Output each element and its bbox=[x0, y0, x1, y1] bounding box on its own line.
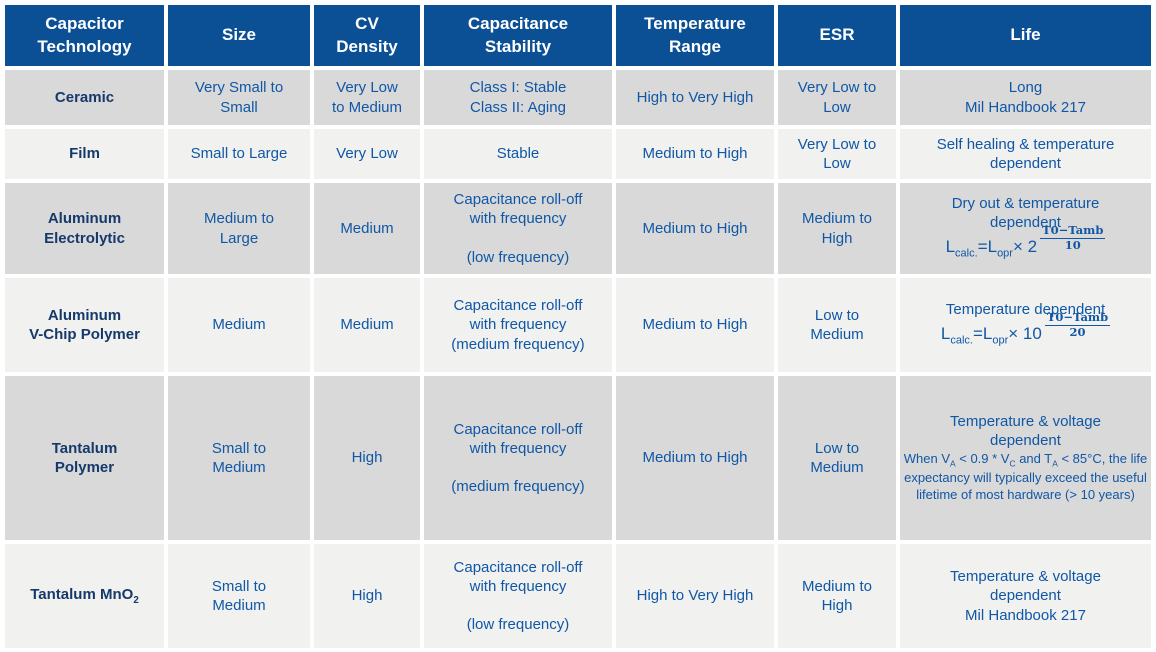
header-esr: ESR bbox=[778, 5, 896, 66]
esr-cell: Very Low to Low bbox=[778, 129, 896, 179]
cv-density-cell: Medium bbox=[314, 278, 420, 372]
temp-range-cell: Medium to High bbox=[616, 183, 774, 274]
size-cell: Small to Large bbox=[168, 129, 310, 179]
life-formula: Lcalc.=Lopr× 2 T0−Tamb 10 bbox=[945, 222, 1106, 260]
cv-density-cell: High bbox=[314, 544, 420, 648]
header-label: ESR bbox=[819, 25, 855, 45]
size-cell: Medium to Large bbox=[168, 183, 310, 274]
stability-cell: Capacitance roll-off with frequency (low… bbox=[424, 183, 612, 274]
stability-cell: Class I: Stable Class II: Aging bbox=[424, 70, 612, 125]
life-cell: Temperature dependent Lcalc.=Lopr× 10 T0−… bbox=[900, 278, 1151, 372]
tech-name: Aluminum V-Chip Polymer bbox=[29, 306, 140, 344]
header-temperature-range: Temperature Range bbox=[616, 5, 774, 66]
header-label: Life bbox=[1010, 25, 1041, 45]
cv-density-cell: High bbox=[314, 376, 420, 540]
header-label: Capacitor Technology bbox=[37, 14, 132, 56]
temp-range-cell: Medium to High bbox=[616, 376, 774, 540]
header-cv-density: CV Density bbox=[314, 5, 420, 66]
size-cell: Small to Medium bbox=[168, 376, 310, 540]
temp-range-cell: High to Very High bbox=[616, 544, 774, 648]
header-size: Size bbox=[168, 5, 310, 66]
temp-range-cell: High to Very High bbox=[616, 70, 774, 125]
tech-cell-ceramic: Ceramic bbox=[5, 70, 164, 125]
formula-exponent-fraction: T0−Tamb 20 bbox=[1044, 309, 1111, 339]
life-cell: Self healing & temperature dependent bbox=[900, 129, 1151, 179]
tech-name-subscript: 2 bbox=[133, 594, 139, 606]
header-label: Capacitance Stability bbox=[467, 14, 569, 56]
tech-name: Tantalum Polymer bbox=[51, 439, 118, 477]
life-formula: Lcalc.=Lopr× 10 T0−Tamb 20 bbox=[940, 309, 1111, 347]
tech-name: Ceramic bbox=[54, 88, 115, 106]
esr-cell: Low to Medium bbox=[778, 376, 896, 540]
tech-name: Tantalum MnO2 bbox=[30, 585, 139, 606]
stability-cell: Stable bbox=[424, 129, 612, 179]
temp-range-cell: Medium to High bbox=[616, 278, 774, 372]
esr-cell: Medium to High bbox=[778, 544, 896, 648]
header-label: CV Density bbox=[336, 14, 398, 56]
header-life: Life bbox=[900, 5, 1151, 66]
header-capacitance-stability: Capacitance Stability bbox=[424, 5, 612, 66]
life-cell: Dry out & temperature dependent Lcalc.=L… bbox=[900, 183, 1151, 274]
cv-density-cell: Medium bbox=[314, 183, 420, 274]
formula-exponent-fraction: T0−Tamb 10 bbox=[1040, 222, 1106, 252]
header-label: Temperature Range bbox=[644, 14, 746, 56]
header-label: Size bbox=[221, 25, 257, 45]
stability-cell: Capacitance roll-off with frequency (low… bbox=[424, 544, 612, 648]
tech-cell-aluminum-vchip-polymer: Aluminum V-Chip Polymer bbox=[5, 278, 164, 372]
tech-name: Aluminum Electrolytic bbox=[44, 210, 125, 247]
tech-cell-film: Film bbox=[5, 129, 164, 179]
header-capacitor-technology: Capacitor Technology bbox=[5, 5, 164, 66]
tech-cell-tantalum-mno2: Tantalum MnO2 bbox=[5, 544, 164, 648]
life-note: When VA < 0.9 * VC and TA < 85°C, the li… bbox=[903, 451, 1148, 502]
size-cell: Medium bbox=[168, 278, 310, 372]
esr-cell: Medium to High bbox=[778, 183, 896, 274]
esr-cell: Very Low to Low bbox=[778, 70, 896, 125]
temp-range-cell: Medium to High bbox=[616, 129, 774, 179]
life-cell: Temperature & voltage dependent When VA … bbox=[900, 376, 1151, 540]
tech-cell-tantalum-polymer: Tantalum Polymer bbox=[5, 376, 164, 540]
esr-cell: Low to Medium bbox=[778, 278, 896, 372]
cv-density-cell: Very Low bbox=[314, 129, 420, 179]
life-cell: Temperature & voltage dependent Mil Hand… bbox=[900, 544, 1151, 648]
stability-cell: Capacitance roll-off with frequency (med… bbox=[424, 376, 612, 540]
cv-density-cell: Very Low to Medium bbox=[314, 70, 420, 125]
life-cell: Long Mil Handbook 217 bbox=[900, 70, 1151, 125]
stability-cell: Capacitance roll-off with frequency (med… bbox=[424, 278, 612, 372]
size-cell: Very Small to Small bbox=[168, 70, 310, 125]
tech-name: Film bbox=[69, 145, 100, 163]
tech-cell-aluminum-electrolytic: Aluminum Electrolytic bbox=[5, 183, 164, 274]
size-cell: Small to Medium bbox=[168, 544, 310, 648]
